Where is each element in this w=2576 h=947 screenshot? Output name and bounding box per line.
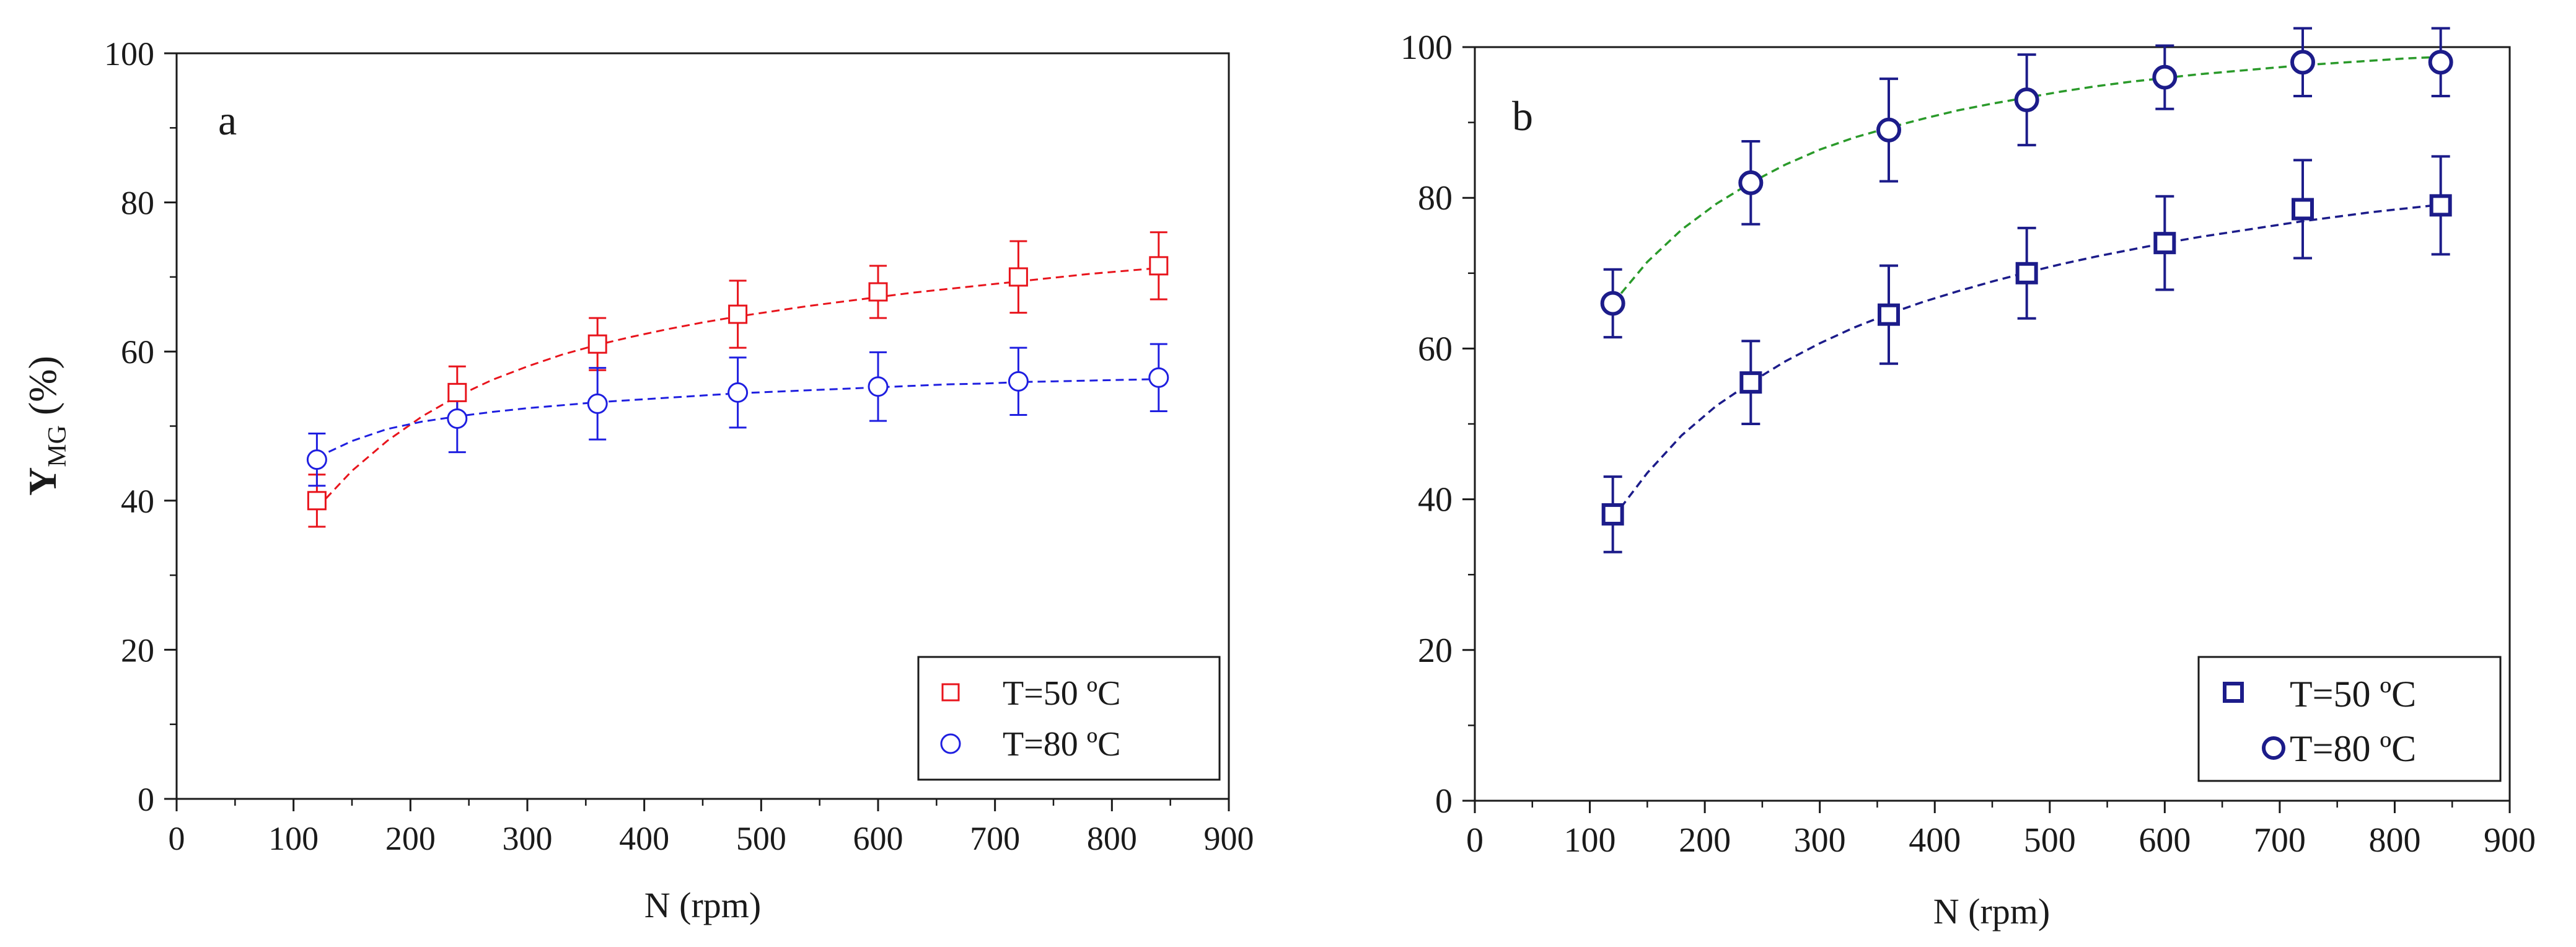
legend-marker-square bbox=[941, 683, 960, 702]
data-point-square bbox=[2292, 198, 2314, 221]
x-tick-label: 200 bbox=[385, 820, 436, 857]
y-axis-label: YMG (%) bbox=[20, 356, 72, 496]
x-tick-label: 700 bbox=[2254, 821, 2306, 860]
legend-marker-circle bbox=[940, 733, 961, 754]
error-bars bbox=[308, 231, 1167, 528]
x-tick-label: 100 bbox=[268, 820, 319, 857]
y-tick-label: 20 bbox=[121, 632, 154, 669]
x-tick-label: 300 bbox=[1794, 821, 1846, 860]
data-point-circle bbox=[2014, 87, 2039, 113]
data-point-circle bbox=[2428, 50, 2453, 75]
y-tick-label: 60 bbox=[121, 333, 154, 371]
legend-label-t80: T=80 ºC bbox=[2290, 728, 2416, 769]
data-point-square bbox=[2015, 262, 2038, 284]
x-tick-label: 800 bbox=[1087, 820, 1137, 857]
x-tick-label: 900 bbox=[2484, 821, 2536, 860]
data-point-circle bbox=[868, 376, 889, 397]
data-point-square bbox=[1008, 267, 1028, 287]
data-point-square bbox=[1149, 256, 1169, 276]
legend-label-t50: T=50 ºC bbox=[1003, 674, 1121, 713]
data-point-square bbox=[2153, 232, 2176, 255]
x-tick-label: 800 bbox=[2368, 821, 2420, 860]
y-axis-ticks: 0 20 40 60 80 100 bbox=[1400, 29, 1475, 821]
x-axis-ticks: 0 100 200 300 400 500 600 700 800 900 bbox=[1466, 801, 2536, 860]
y-axis-label-sub: MG bbox=[43, 425, 72, 467]
y-tick-label: 100 bbox=[104, 35, 154, 73]
data-point-square bbox=[1878, 303, 1900, 326]
x-tick-label: 400 bbox=[619, 820, 669, 857]
panel-b: 0 100 200 300 400 500 600 700 800 900 0 20 40 60 80 10… bbox=[1400, 27, 2536, 932]
legend-label-t80: T=80 ºC bbox=[1003, 725, 1121, 764]
y-axis-label-main: Y bbox=[20, 467, 64, 496]
y-tick-label: 60 bbox=[1418, 330, 1453, 368]
data-point-square bbox=[307, 491, 327, 511]
x-tick-label: 400 bbox=[1909, 821, 1961, 860]
data-point-square bbox=[1601, 503, 1624, 526]
data-point-circle bbox=[1600, 291, 1625, 316]
data-markers bbox=[306, 256, 1169, 511]
legend-marker-circle bbox=[2262, 736, 2285, 760]
panel-a: 0 100 200 300 400 500 600 700 800 900 0 20 40 60 80 10… bbox=[20, 35, 1254, 925]
x-tick-label: 600 bbox=[2139, 821, 2191, 860]
y-tick-label: 0 bbox=[138, 781, 154, 818]
data-point-circle bbox=[587, 393, 608, 414]
x-tick-label: 300 bbox=[503, 820, 553, 857]
data-point-square bbox=[587, 334, 607, 354]
data-point-circle bbox=[2152, 64, 2178, 90]
data-point-circle bbox=[1148, 367, 1169, 388]
data-point-circle bbox=[447, 408, 468, 429]
y-tick-label: 40 bbox=[1418, 481, 1453, 519]
x-axis-label: N (rpm) bbox=[644, 885, 761, 925]
x-tick-label: 500 bbox=[736, 820, 786, 857]
x-tick-label: 700 bbox=[970, 820, 1020, 857]
y-axis-label-tail: (%) bbox=[20, 356, 64, 425]
y-tick-label: 0 bbox=[1435, 782, 1453, 821]
legend-marker-square bbox=[2223, 682, 2244, 703]
data-point-square bbox=[1739, 371, 1762, 394]
x-tick-label: 0 bbox=[169, 820, 185, 857]
x-tick-label: 100 bbox=[1564, 821, 1616, 860]
data-point-circle bbox=[1738, 170, 1764, 195]
x-tick-label: 900 bbox=[1204, 820, 1254, 857]
panel-label: b bbox=[1512, 92, 1533, 139]
y-tick-label: 20 bbox=[1418, 632, 1453, 670]
data-point-circle bbox=[2290, 50, 2315, 75]
data-point-circle bbox=[1876, 117, 1901, 143]
data-point-square bbox=[2429, 194, 2452, 217]
x-axis-ticks: 0 100 200 300 400 500 600 700 800 900 bbox=[169, 799, 1254, 857]
data-point-square bbox=[868, 282, 888, 302]
data-markers bbox=[1600, 50, 2453, 526]
panel-label: a bbox=[218, 97, 237, 144]
x-tick-label: 500 bbox=[2024, 821, 2076, 860]
legend-box bbox=[917, 656, 1221, 781]
y-tick-label: 100 bbox=[1400, 29, 1453, 67]
x-tick-label: 0 bbox=[1466, 821, 1484, 860]
x-tick-label: 600 bbox=[853, 820, 903, 857]
x-tick-label: 200 bbox=[1679, 821, 1731, 860]
data-point-square bbox=[728, 304, 748, 324]
data-point-circle bbox=[728, 382, 749, 403]
legend-label-t50: T=50 ºC bbox=[2290, 674, 2416, 715]
legend-box bbox=[2197, 656, 2502, 782]
x-axis-label: N (rpm) bbox=[1933, 891, 2050, 932]
data-point-circle bbox=[306, 449, 327, 470]
y-tick-label: 80 bbox=[1418, 179, 1453, 218]
y-tick-label: 40 bbox=[121, 483, 154, 520]
y-axis-ticks: 0 20 40 60 80 100 bbox=[104, 35, 177, 818]
y-tick-label: 80 bbox=[121, 185, 154, 222]
data-point-circle bbox=[1008, 371, 1029, 392]
data-point-square bbox=[447, 382, 467, 402]
